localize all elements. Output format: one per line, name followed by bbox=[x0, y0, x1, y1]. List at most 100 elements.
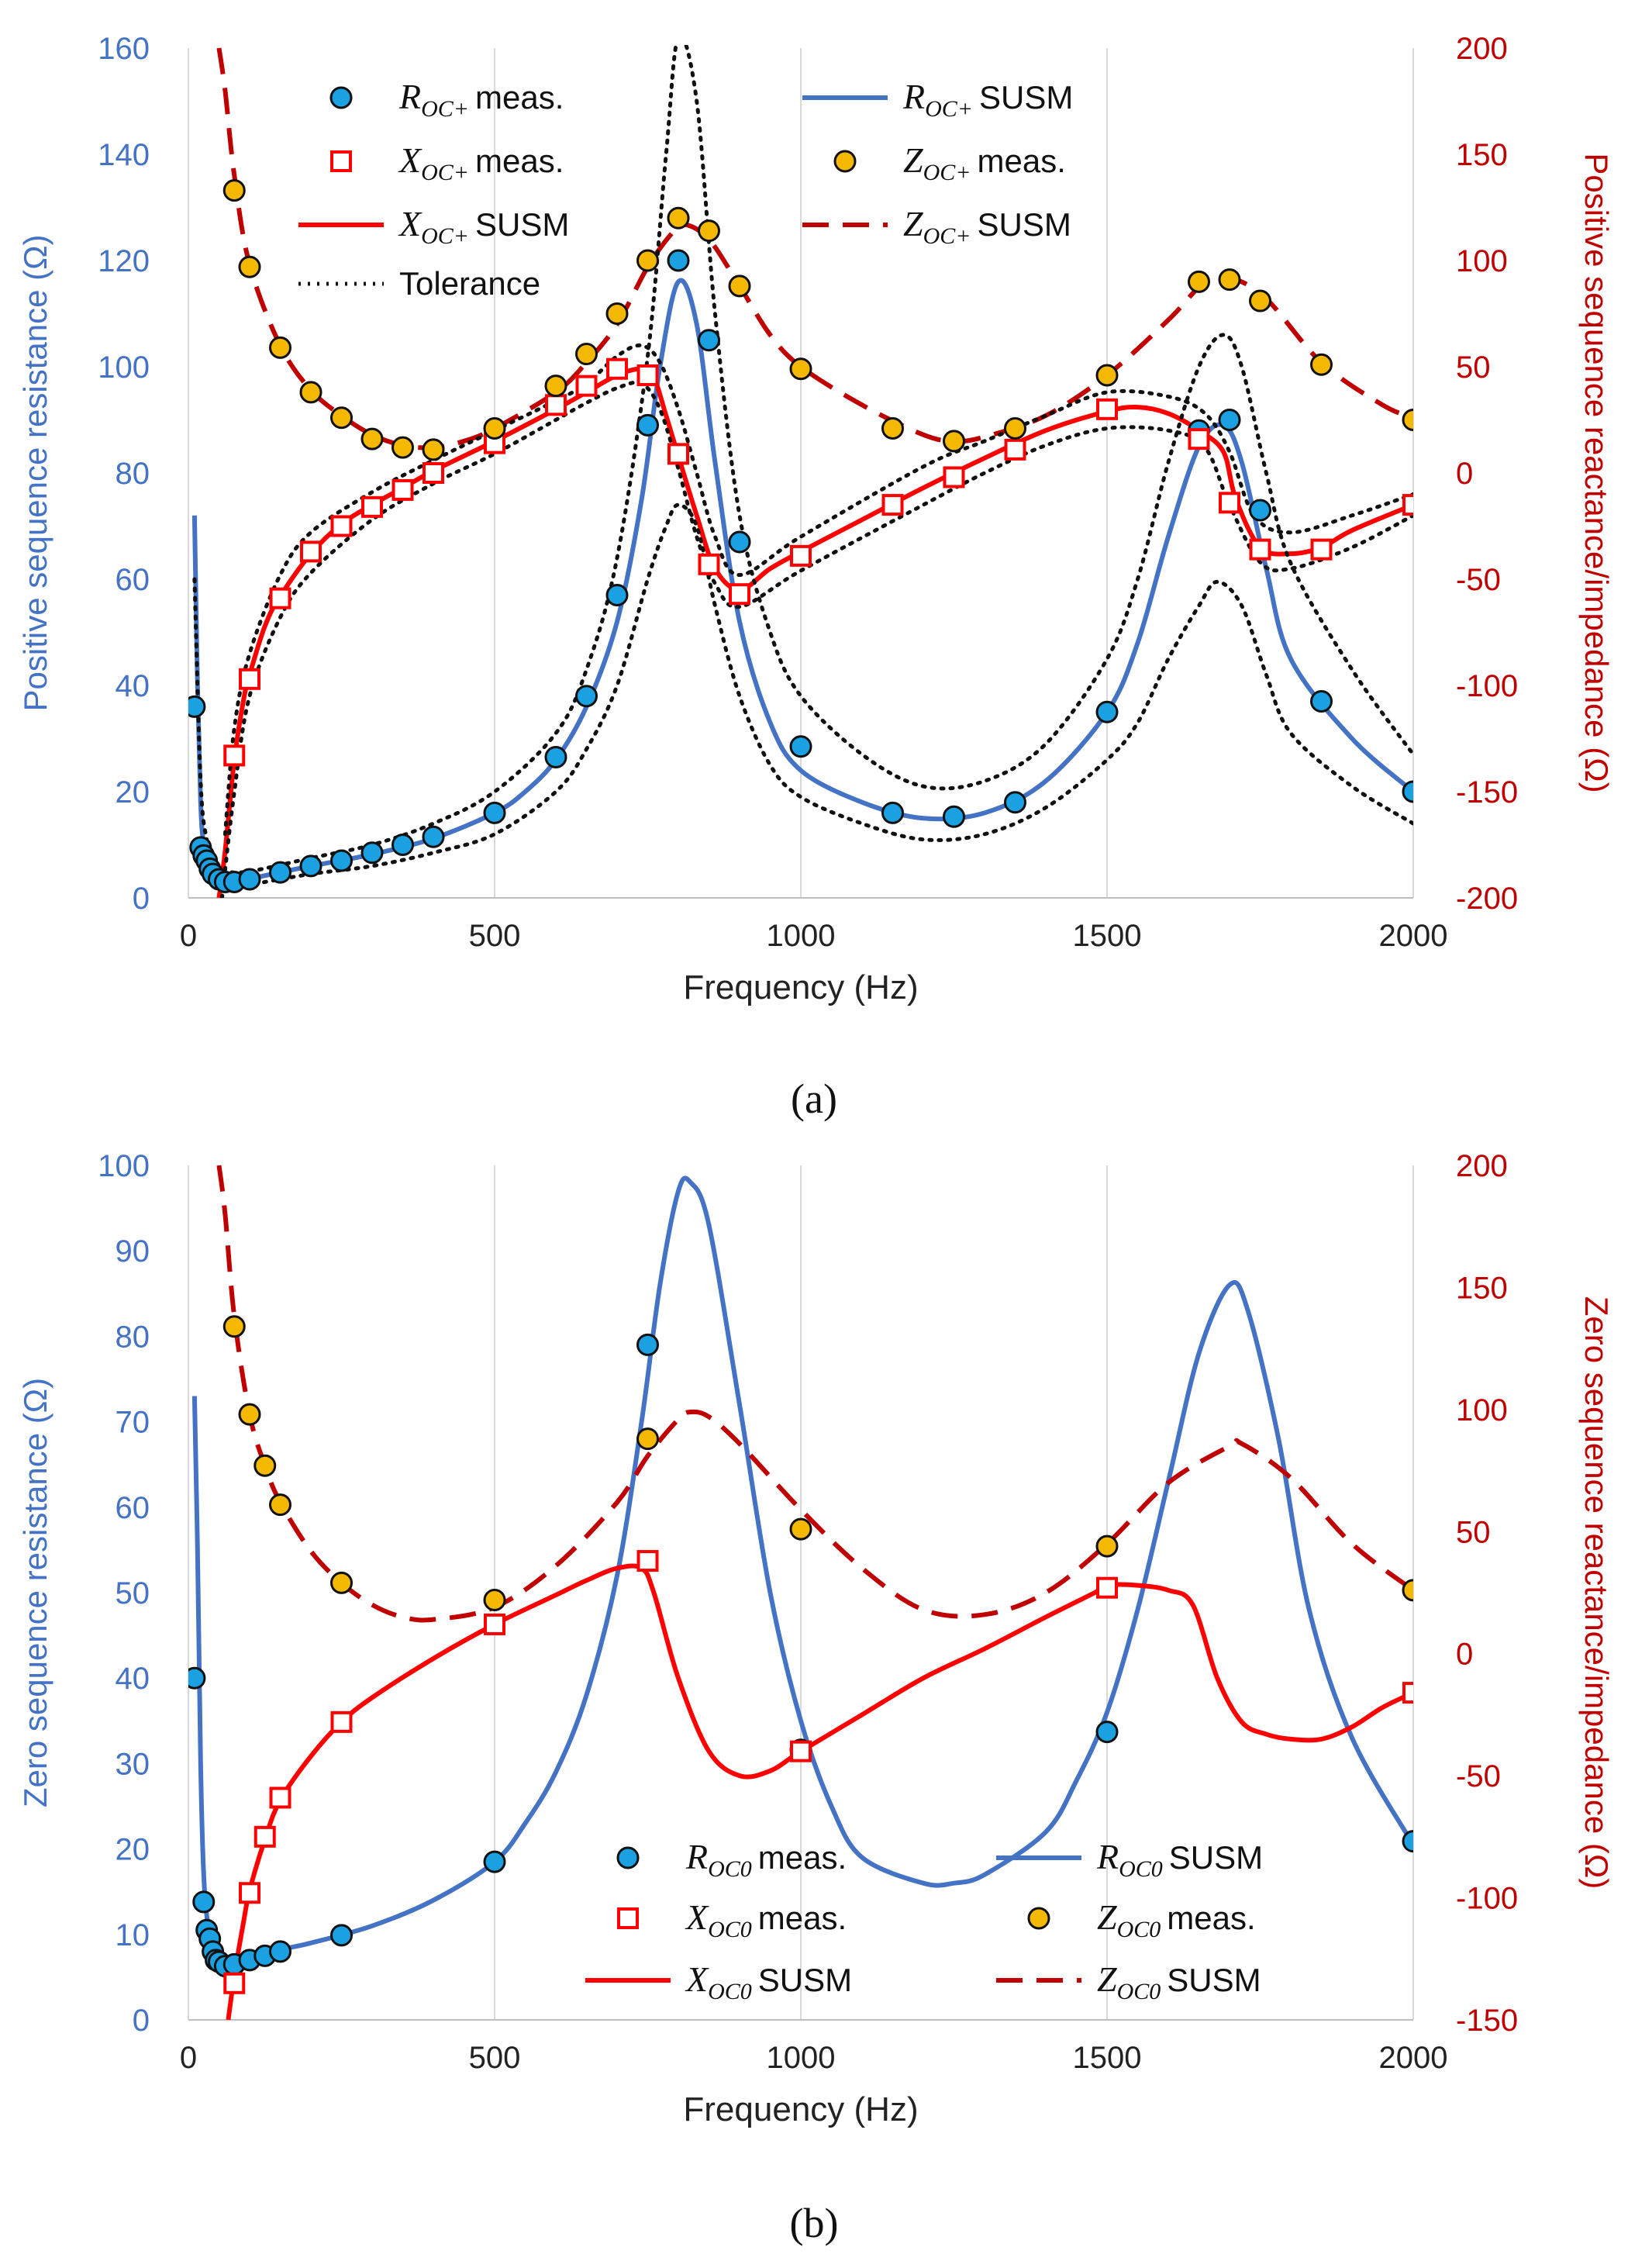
data-point bbox=[391, 436, 414, 459]
legend-swatch bbox=[330, 150, 352, 172]
y-left-tick-label: 80 bbox=[116, 1320, 150, 1354]
data-point bbox=[1218, 409, 1241, 431]
y-left-tick-label: 120 bbox=[98, 244, 150, 278]
data-point bbox=[223, 1972, 246, 1994]
y-left-tick-label: 60 bbox=[116, 1491, 150, 1525]
data-point bbox=[636, 413, 659, 437]
data-point bbox=[698, 219, 720, 243]
y-right-tick-label: -100 bbox=[1456, 1882, 1518, 1916]
data-point bbox=[943, 466, 965, 488]
x-tick-label: 2000 bbox=[1379, 919, 1448, 953]
series-line bbox=[219, 380, 1413, 898]
y-left-tick-label: 70 bbox=[116, 1406, 150, 1440]
data-point bbox=[575, 375, 598, 397]
y-right-tick-label: 200 bbox=[1456, 32, 1508, 66]
data-point bbox=[1402, 1830, 1413, 1853]
data-point bbox=[483, 1588, 506, 1611]
data-point bbox=[1096, 1576, 1118, 1599]
data-point bbox=[188, 695, 206, 718]
data-point bbox=[269, 861, 291, 884]
legend-label: ROC0 meas. bbox=[685, 1837, 847, 1882]
y-right-tick-label: 150 bbox=[1456, 1271, 1508, 1305]
legend-swatch bbox=[616, 1846, 640, 1869]
data-point bbox=[636, 1550, 659, 1572]
y-left-tick-label: 40 bbox=[116, 669, 150, 703]
data-point bbox=[239, 1882, 260, 1904]
data-point bbox=[636, 249, 659, 272]
legend: ROC0 meas. ROC0 SUSM XOC0 meas. ZOC0 meas. XOC0 S… bbox=[585, 1837, 1263, 2004]
data-point bbox=[269, 1493, 291, 1517]
data-point bbox=[269, 587, 291, 609]
y-left-tick-label: 40 bbox=[116, 1662, 150, 1696]
y-right-tick-label: -50 bbox=[1456, 563, 1501, 597]
panel-label: (a) bbox=[791, 1075, 837, 1122]
data-point bbox=[575, 343, 598, 366]
data-point bbox=[269, 1786, 291, 1809]
x-tick-label: 0 bbox=[180, 919, 197, 953]
y-left-tick-label: 90 bbox=[116, 1234, 150, 1269]
data-point bbox=[728, 274, 751, 298]
data-point bbox=[422, 438, 445, 461]
data-point bbox=[1188, 428, 1210, 450]
y-left-tick-label: 0 bbox=[133, 2004, 150, 2038]
data-point bbox=[1402, 409, 1413, 431]
data-point bbox=[636, 364, 659, 386]
x-axis-title: Frequency (Hz) bbox=[683, 968, 918, 1006]
data-point bbox=[667, 206, 690, 230]
legend-label: Tolerance bbox=[399, 265, 540, 302]
legend-label: XOC0 SUSM bbox=[685, 1959, 852, 2004]
data-point bbox=[1004, 438, 1026, 461]
legend-entry: ZOC+ SUSM bbox=[802, 204, 1071, 249]
legend-entry: ROC0 meas. bbox=[616, 1837, 847, 1882]
data-point bbox=[667, 443, 689, 465]
legend-label: ROC+ SUSM bbox=[902, 77, 1073, 122]
data-point bbox=[254, 1825, 276, 1848]
legend-entry: ROC+ meas. bbox=[329, 77, 564, 122]
data-point bbox=[636, 1333, 659, 1356]
x-tick-label: 1000 bbox=[767, 919, 836, 953]
data-point bbox=[391, 478, 414, 501]
data-point bbox=[299, 381, 322, 404]
y-left-tick-label: 0 bbox=[133, 882, 150, 916]
data-point bbox=[222, 179, 246, 202]
legend-label: ZOC+ SUSM bbox=[903, 204, 1071, 249]
legend-label: ROC+ meas. bbox=[398, 77, 564, 122]
data-point bbox=[1219, 492, 1240, 514]
data-point bbox=[1095, 1534, 1119, 1558]
data-point bbox=[423, 462, 444, 484]
x-tick-label: 1000 bbox=[767, 2041, 836, 2075]
data-point bbox=[269, 1940, 291, 1963]
data-point bbox=[667, 249, 690, 272]
series-line bbox=[216, 47, 1413, 450]
y-left-tick-label: 140 bbox=[98, 138, 150, 172]
legend-entry: ZOC0 meas. bbox=[1027, 1897, 1256, 1942]
x-tick-label: 2000 bbox=[1379, 2041, 1448, 2075]
y-left-tick-label: 80 bbox=[116, 457, 150, 491]
data-point bbox=[1188, 270, 1210, 293]
data-point bbox=[1004, 416, 1026, 440]
data-point bbox=[254, 1454, 277, 1477]
y-right-tick-label: 50 bbox=[1456, 350, 1491, 385]
data-point bbox=[943, 805, 965, 828]
y-right-tick-label: -50 bbox=[1456, 1759, 1501, 1793]
data-point bbox=[1249, 499, 1271, 522]
data-point bbox=[330, 515, 353, 537]
data-point bbox=[1249, 289, 1271, 312]
y-left-tick-label: 50 bbox=[116, 1576, 150, 1610]
y-left-tick-label: 100 bbox=[98, 350, 150, 385]
y-right-tick-label: -200 bbox=[1456, 882, 1518, 916]
legend-swatch bbox=[329, 86, 353, 109]
data-point bbox=[545, 394, 567, 416]
panel-a-chart: 0 500 1000 1500 2000020406080100120140160-20… bbox=[17, 32, 1615, 1122]
panel-b-chart: 0 500 1000 1500 20000102030405060708090100-1… bbox=[17, 1149, 1615, 2246]
legend-label: ROC0 SUSM bbox=[1096, 1837, 1263, 1882]
y-right-tick-label: 150 bbox=[1456, 138, 1508, 172]
data-point bbox=[361, 495, 383, 518]
y-right-axis-title: Zero sequence reactance/impedance (Ω) bbox=[1578, 1296, 1615, 1889]
data-point bbox=[790, 1740, 812, 1762]
data-point bbox=[1402, 780, 1413, 803]
data-point bbox=[330, 849, 353, 872]
legend-entry: XOC+ meas. bbox=[330, 140, 564, 185]
panel-label: (b) bbox=[790, 2200, 839, 2246]
